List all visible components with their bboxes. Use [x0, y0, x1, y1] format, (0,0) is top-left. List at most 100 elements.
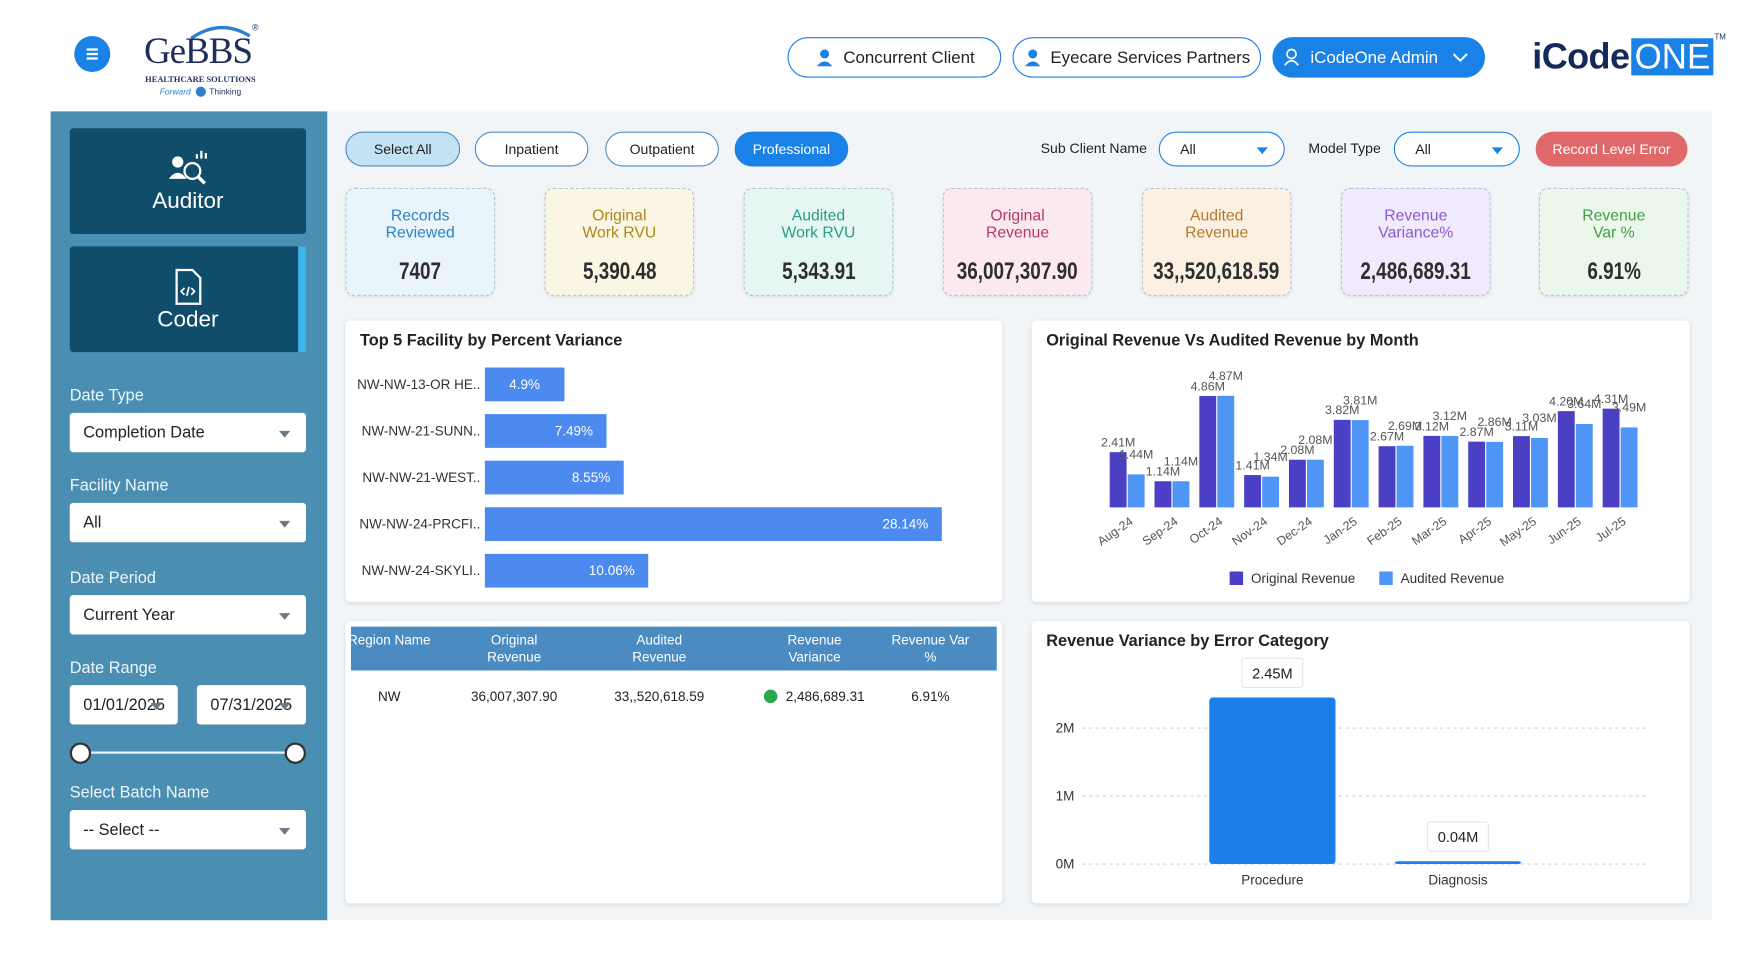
auditor-tab[interactable]: Auditor — [69, 128, 306, 234]
dropdown-value: Current Year — [83, 605, 175, 624]
end-date-input[interactable]: 07/31/2025 — [196, 685, 306, 725]
column-header: Audited Revenue — [632, 632, 687, 665]
button-label: iCodeOne Admin — [1310, 47, 1438, 67]
batch-dropdown[interactable]: -- Select -- — [69, 810, 306, 850]
kpi-card: Revenue Variance% 2,486,689.31 — [1341, 187, 1491, 296]
y-tick-label: NW-NW-24-PRCFI.. — [359, 517, 480, 532]
x-tick-label: Dec-24 — [1274, 514, 1315, 548]
input-value: 07/31/2025 — [210, 695, 293, 714]
label-box — [1241, 657, 1304, 688]
x-tick-label: Mar-25 — [1409, 514, 1449, 548]
role-label: Auditor — [152, 188, 224, 214]
brand-name: iCode — [1532, 36, 1630, 77]
y-tick-label: NW-NW-24-SKYLI.. — [362, 563, 481, 578]
x-tick-label: Sep-24 — [1140, 514, 1181, 548]
tab[interactable]: Professional — [734, 131, 849, 167]
legend-swatch — [1229, 571, 1244, 585]
data-label: 10.06% — [589, 563, 635, 578]
bar — [484, 460, 624, 495]
logo-arc — [190, 25, 251, 40]
select-label: Model Type — [1308, 140, 1381, 157]
bar — [1172, 481, 1190, 508]
x-tick-label: Jul-25 — [1593, 514, 1629, 545]
tab[interactable]: Select All — [345, 131, 461, 167]
data-label: 4.87M — [1209, 369, 1243, 383]
x-tick-label: Nov-24 — [1229, 514, 1270, 548]
bar — [1513, 436, 1530, 508]
kpi-value: 2,486,689.31 — [1360, 258, 1471, 285]
kpi-value: 36,007,307.90 — [957, 258, 1079, 285]
user-icon — [816, 49, 833, 67]
dropdown-value: -- Select -- — [83, 820, 160, 839]
x-tick-label: Diagnosis — [1428, 872, 1488, 887]
data-label: 28.14% — [883, 517, 929, 532]
bar — [1486, 441, 1504, 508]
slider-handle[interactable] — [69, 742, 92, 764]
data-label: 4.86M — [1191, 379, 1225, 393]
date-type-dropdown[interactable]: Completion Date — [69, 412, 306, 453]
bar — [1351, 420, 1369, 508]
kpi-label: Audited Work RVU — [781, 205, 856, 241]
data-label: 2.41M — [1101, 436, 1135, 450]
legend-swatch — [1379, 571, 1393, 585]
start-date-input[interactable]: 01/01/2025 — [69, 685, 178, 725]
admin-button[interactable]: iCodeOne Admin — [1272, 37, 1485, 78]
kpi-value: 6.91% — [1587, 258, 1641, 285]
data-label: 3.12M — [1433, 409, 1467, 423]
kpi-card: Original Work RVU 5,390.48 — [544, 187, 695, 296]
x-tick-label: Oct-24 — [1187, 514, 1226, 547]
button-label: Concurrent Client — [843, 47, 975, 67]
partner-button[interactable]: Eyecare Services Partners — [1012, 37, 1262, 78]
bar — [1244, 475, 1262, 508]
bar — [1333, 419, 1351, 508]
data-label: 2.08M — [1298, 433, 1332, 447]
kpi-label: Original Work RVU — [582, 205, 657, 241]
facility-dropdown[interactable]: All — [69, 502, 306, 543]
chart: Revenue Variance by Error Category 0M 1M 2M… — [1046, 632, 1649, 887]
bar — [1217, 395, 1235, 508]
filter-label: Select Batch Name — [69, 784, 210, 803]
coder-tab[interactable]: Coder — [69, 246, 306, 353]
slider-handle[interactable] — [284, 742, 306, 764]
filter-label: Date Range — [69, 659, 157, 678]
select-label: Sub Client Name — [1040, 140, 1147, 157]
data-label: 3.49M — [1612, 401, 1646, 415]
bar — [1620, 427, 1638, 508]
x-tick-label: Procedure — [1241, 872, 1303, 887]
brand-box: ONE — [1631, 38, 1714, 76]
x-tick-label: Jun-25 — [1545, 514, 1584, 547]
dropdown-value: All — [83, 513, 102, 532]
data-label: 4.31M — [1594, 392, 1628, 406]
tab[interactable]: Outpatient — [605, 131, 719, 167]
y-tick-label: NW-NW-21-WEST.. — [362, 470, 480, 485]
data-label: 3.12M — [1415, 419, 1449, 433]
record-error-button[interactable]: Record Level Error — [1535, 131, 1688, 167]
chart: Original Revenue Vs Audited Revenue by M… — [1046, 331, 1646, 586]
auditor-icon — [168, 150, 207, 185]
bar — [1423, 435, 1441, 508]
model-type-select[interactable]: All — [1393, 131, 1520, 167]
bar — [1575, 423, 1593, 508]
kpi-label: Records Reviewed — [385, 205, 455, 241]
data-label: 3.82M — [1325, 403, 1359, 417]
date-period-dropdown[interactable]: Current Year — [69, 595, 306, 635]
legend-label: Audited Revenue — [1401, 571, 1505, 586]
select-value: All — [1415, 141, 1431, 157]
column-header: Region Name — [347, 632, 431, 648]
tab[interactable]: Inpatient — [474, 131, 589, 167]
legend-label: Original Revenue — [1251, 571, 1355, 586]
sub-client-select[interactable]: All — [1158, 131, 1285, 167]
gebbs-logo: GeBBS ® HEALTHCARE SOLUTIONS Forward Thi… — [142, 23, 268, 102]
x-tick-label: Apr-25 — [1456, 514, 1495, 547]
bar — [1288, 459, 1306, 508]
active-indicator — [298, 246, 306, 353]
menu-button[interactable] — [74, 36, 111, 72]
client-button[interactable]: Concurrent Client — [787, 37, 1002, 78]
x-tick-label: Jan-25 — [1321, 514, 1360, 547]
data-label: 2.69M — [1388, 419, 1422, 433]
menu-icon — [86, 48, 98, 60]
data-label: 2.87M — [1459, 425, 1493, 439]
kpi-label: Revenue Var % — [1582, 205, 1646, 241]
